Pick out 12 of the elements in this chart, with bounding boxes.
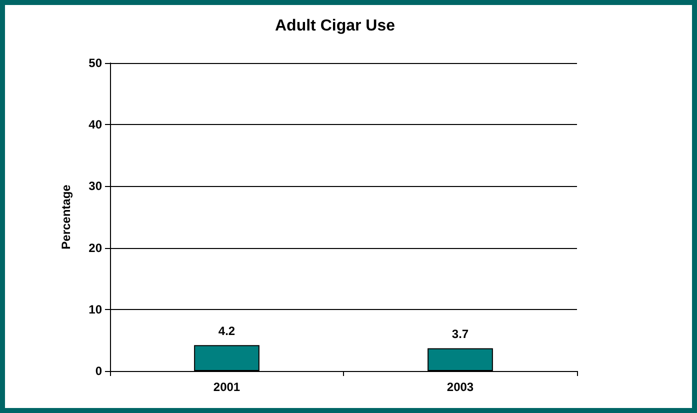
y-tick-label: 0 — [95, 364, 102, 378]
y-tick-label: 40 — [88, 118, 102, 132]
chart-title: Adult Cigar Use — [274, 18, 396, 34]
y-tick-label: 10 — [88, 302, 102, 316]
y-tick-label: 30 — [88, 179, 102, 194]
x-tick-label: 2003 — [446, 380, 474, 394]
data-label: 4.2 — [218, 324, 236, 338]
y-tick-label: 50 — [88, 56, 102, 70]
y-tick-label: 20 — [88, 240, 102, 255]
data-label: 3.7 — [452, 327, 469, 342]
y-axis-title: Percentage — [59, 184, 73, 250]
x-tick-label: 2001 — [213, 380, 240, 394]
